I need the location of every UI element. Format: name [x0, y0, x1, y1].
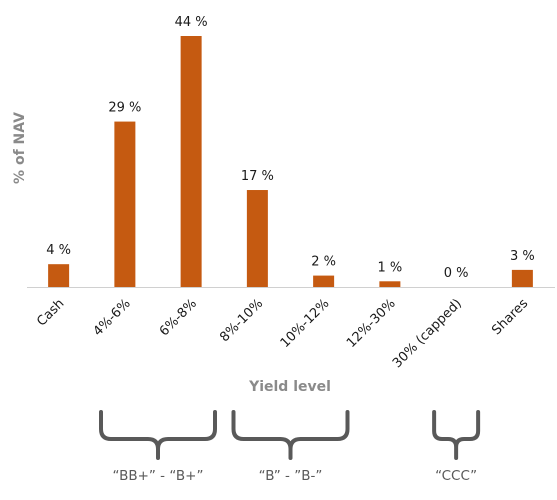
bar-1 — [114, 121, 136, 288]
bar-5 — [379, 281, 401, 287]
x-tick-label-3: 8%-10% — [217, 296, 266, 345]
x-axis-label: Yield level — [248, 379, 331, 395]
data-label-4: 2 % — [311, 255, 336, 270]
x-tick-label-5: 12%-30% — [344, 296, 399, 351]
data-label-3: 17 % — [241, 169, 274, 184]
bar-7 — [511, 269, 533, 287]
bar-0 — [48, 264, 70, 287]
x-tick-label-7: Shares — [489, 296, 531, 338]
bars-group — [48, 36, 533, 288]
x-tick-labels-group: Cash 4%-6% 6%-8% 8%-10% 10%-12% 12%-30%30% (c… — [34, 296, 531, 371]
group-brace-2 — [432, 410, 481, 460]
data-label-5: 1 % — [377, 260, 402, 275]
x-tick-label-4: 10%-12% — [278, 296, 333, 351]
group-brace-1 — [231, 410, 350, 460]
y-axis-label: % of NAV — [12, 112, 28, 184]
x-tick-label-2: 6%-8% — [157, 296, 200, 339]
data-label-7: 3 % — [510, 249, 535, 264]
data-label-2: 44 % — [175, 15, 208, 30]
x-tick-label-1: 4%-6% — [91, 296, 134, 339]
group-label-2: “CCC” — [435, 468, 477, 484]
group-label-1: “B” - ”B-” — [259, 468, 323, 484]
data-labels-group: 4 % 29 % 44 % 17 % 2 % 1 % 0 % 3 % — [46, 15, 535, 281]
data-label-6: 0 % — [444, 266, 469, 281]
x-tick-label-6: 30% (capped) — [390, 296, 465, 371]
rating-groups: “BB+” - “B+” “B” - ”B-” “CCC” — [99, 410, 481, 484]
bar-4 — [313, 275, 335, 287]
group-label-0: “BB+” - “B+” — [112, 468, 203, 484]
bar-3 — [246, 190, 268, 287]
data-label-1: 29 % — [108, 101, 141, 116]
data-label-0: 4 % — [46, 243, 71, 258]
x-tick-label-0: Cash — [34, 296, 67, 329]
bar-2 — [180, 36, 202, 287]
group-brace-0 — [99, 410, 217, 460]
